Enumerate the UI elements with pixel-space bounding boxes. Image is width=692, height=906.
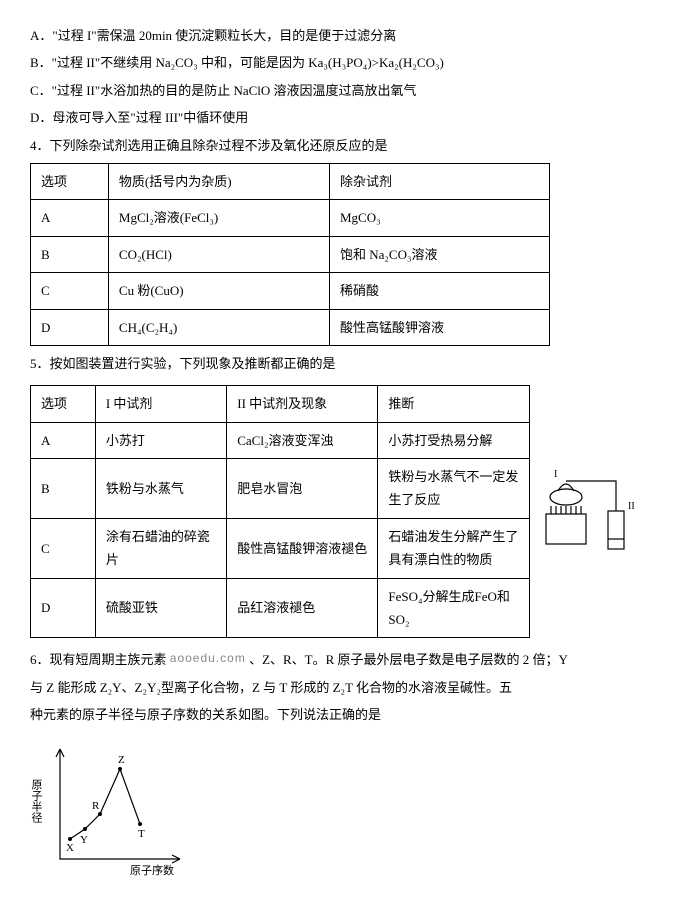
q6-line2: 与 Z 能形成 Z₂Y、Z₂Y₂型离子化合物，Z 与 T 形成的 Z₂T 化合物…: [30, 676, 662, 699]
table-row: DCH₄(C₂H₄)酸性高锰酸钾溶液: [31, 309, 550, 345]
table-row: 选项I 中试剂II 中试剂及现象推断: [31, 386, 530, 422]
choice-a: A．"过程 I"需保温 20min 使沉淀颗粒长大，目的是便于过滤分离: [30, 24, 662, 47]
q6-line1: 6．现有短周期主族元素 aooedu.com 、Z、R、T。R 原子最外层电子数…: [30, 648, 662, 672]
svg-text:X: X: [66, 842, 74, 854]
svg-text:II: II: [628, 501, 635, 512]
choice-b: B．"过程 II"不继续用 Na₂CO₃ 中和，可能是因为 Ka₃(H₃PO₄)…: [30, 51, 662, 74]
y-axis-label: 原子半径: [30, 779, 43, 823]
q5-table: 选项I 中试剂II 中试剂及现象推断 A小苏打CaCl₂溶液变浑浊小苏打受热易分…: [30, 385, 530, 638]
apparatus-diagram: I II: [538, 419, 648, 559]
q5-stem: 5．按如图装置进行实验，下列现象及推断都正确的是: [30, 352, 662, 375]
q4-stem: 4．下列除杂试剂选用正确且除杂过程不涉及氧化还原反应的是: [30, 134, 662, 157]
x-axis-label: 原子序数: [130, 863, 174, 877]
table-row: BCO₂(HCl)饱和 Na₂CO₃溶液: [31, 236, 550, 272]
svg-text:I: I: [554, 469, 557, 480]
q6-line3: 种元素的原子半径与原子序数的关系如图。下列说法正确的是: [30, 703, 662, 726]
choice-d: D．母液可导入至"过程 III"中循环使用: [30, 106, 662, 129]
table-row: D硫酸亚铁品红溶液褪色FeSO₄分解生成FeO和SO₂: [31, 578, 530, 638]
svg-text:R: R: [92, 800, 100, 812]
table-row: A小苏打CaCl₂溶液变浑浊小苏打受热易分解: [31, 422, 530, 458]
svg-text:Y: Y: [80, 834, 88, 846]
svg-text:T: T: [138, 828, 145, 840]
table-row: B铁粉与水蒸气肥皂水冒泡铁粉与水蒸气不一定发生了反应: [31, 459, 530, 519]
svg-text:Z: Z: [118, 754, 125, 766]
table-row: AMgCl₂溶液(FeCl₃)MgCO₃: [31, 200, 550, 236]
radius-chart: 原子半径 原子序数 X Y R Z T: [30, 739, 200, 879]
table-row: 选项物质(括号内为杂质)除杂试剂: [31, 163, 550, 199]
q4-table: 选项物质(括号内为杂质)除杂试剂 AMgCl₂溶液(FeCl₃)MgCO₃ BC…: [30, 163, 550, 346]
watermark: aooedu.com: [170, 651, 246, 665]
table-row: C涂有石蜡油的碎瓷片酸性高锰酸钾溶液褪色石蜡油发生分解产生了具有漂白性的物质: [31, 518, 530, 578]
table-row: CCu 粉(CuO)稀硝酸: [31, 273, 550, 309]
choice-c: C．"过程 II"水浴加热的目的是防止 NaClO 溶液因温度过高放出氧气: [30, 79, 662, 102]
